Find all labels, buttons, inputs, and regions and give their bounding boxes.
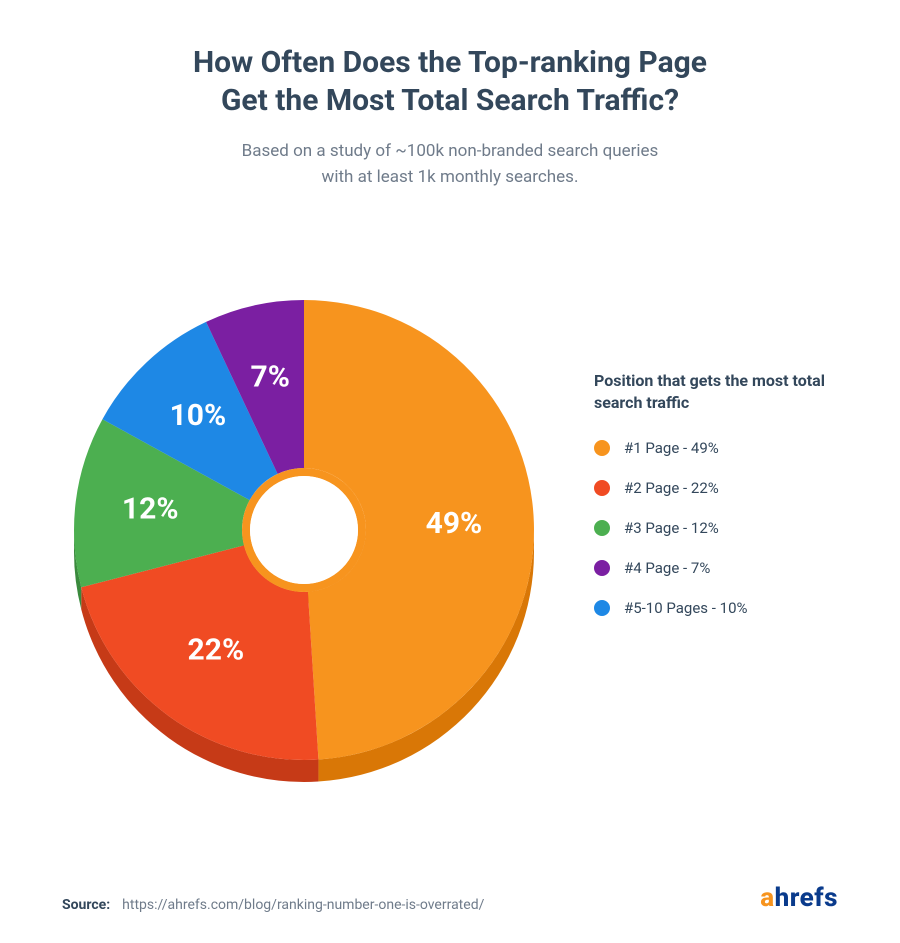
pie-slice-label: 49%: [426, 506, 483, 541]
legend-label: #3 Page - 12%: [624, 519, 719, 537]
pie-slice-label: 12%: [122, 491, 179, 526]
legend-title: Position that gets the most total search…: [594, 370, 854, 413]
legend-swatch: [594, 600, 610, 616]
donut-chart: 49% 22% 12% 10% 7%: [54, 260, 554, 820]
legend: Position that gets the most total search…: [594, 370, 854, 639]
brand-suffix: hrefs: [775, 883, 838, 913]
legend-swatch: [594, 480, 610, 496]
legend-item: #2 Page - 22%: [594, 479, 854, 497]
legend-item: #5-10 Pages - 10%: [594, 599, 854, 617]
donut-hole: [250, 476, 358, 584]
pie-slice-label: 10%: [170, 398, 227, 433]
legend-label: #5-10 Pages - 10%: [624, 599, 748, 617]
legend-item: #1 Page - 49%: [594, 439, 854, 457]
source-label: Source:: [62, 897, 110, 913]
footer: Source: https://ahrefs.com/blog/ranking-…: [0, 883, 900, 913]
source-line: Source: https://ahrefs.com/blog/ranking-…: [62, 897, 484, 913]
legend-swatch: [594, 440, 610, 456]
source-url: https://ahrefs.com/blog/ranking-number-o…: [122, 897, 484, 913]
legend-label: #2 Page - 22%: [624, 479, 719, 497]
chart-title-line2: Get the Most Total Search Traffic?: [0, 82, 900, 120]
chart-title-line1: How Often Does the Top-ranking Page: [0, 44, 900, 82]
brand-prefix: a: [760, 883, 774, 913]
brand-logo: ahrefs: [760, 883, 838, 913]
legend-item: #4 Page - 7%: [594, 559, 854, 577]
chart-subtitle-line1: Based on a study of ~100k non-branded se…: [0, 139, 900, 165]
chart-subtitle: Based on a study of ~100k non-branded se…: [0, 139, 900, 190]
chart-title: How Often Does the Top-ranking Page Get …: [0, 0, 900, 119]
chart-subtitle-line2: with at least 1k monthly searches.: [0, 165, 900, 191]
legend-item: #3 Page - 12%: [594, 519, 854, 537]
legend-swatch: [594, 560, 610, 576]
pie-slice-label: 22%: [188, 632, 245, 667]
legend-swatch: [594, 520, 610, 536]
pie-slice-label: 7%: [250, 360, 289, 395]
legend-label: #1 Page - 49%: [624, 439, 719, 457]
legend-label: #4 Page - 7%: [624, 559, 710, 577]
